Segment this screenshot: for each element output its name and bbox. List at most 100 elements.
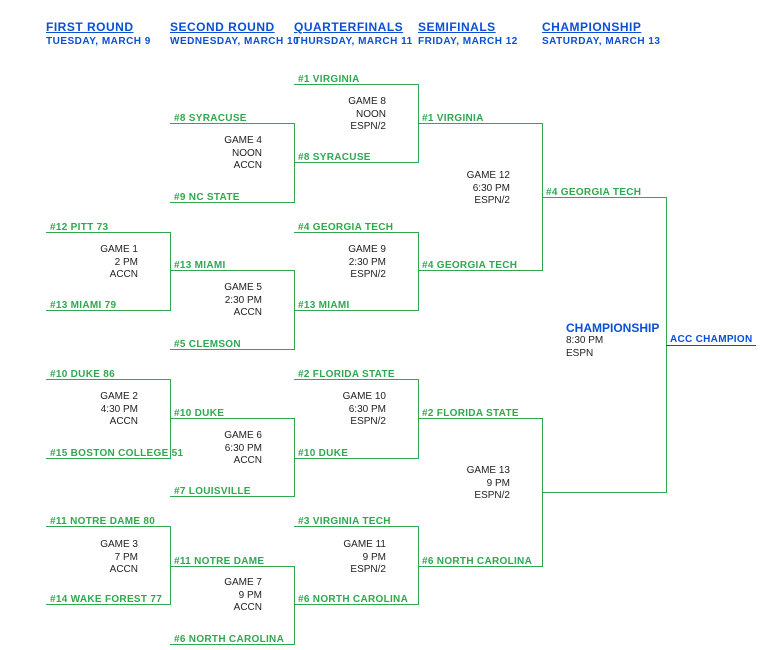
- game-number: GAME 12: [467, 170, 510, 183]
- round-name: CHAMPIONSHIP: [542, 20, 660, 34]
- bracket-line: [294, 310, 418, 311]
- game-network: ACCN: [100, 269, 138, 282]
- game-number: GAME 4: [224, 135, 262, 148]
- game-time: 9 PM: [343, 552, 386, 565]
- game-number: GAME 8: [348, 96, 386, 109]
- bracket-line: [46, 526, 170, 527]
- bracket-line: [170, 232, 171, 311]
- game-info: GAME 139 PMESPN/2: [467, 465, 510, 503]
- game-network: ESPN/2: [467, 490, 510, 503]
- round-header: CHAMPIONSHIP SATURDAY, MARCH 13: [542, 20, 660, 47]
- game-time: 7 PM: [100, 552, 138, 565]
- game-time: NOON: [224, 148, 262, 161]
- bracket-line: [170, 566, 294, 567]
- game-number: GAME 11: [343, 539, 386, 552]
- championship-network: ESPN: [566, 348, 659, 361]
- game-network: ESPN/2: [343, 564, 386, 577]
- round-header: SECOND ROUND WEDNESDAY, MARCH 10: [170, 20, 299, 47]
- game-info: GAME 66:30 PMACCN: [224, 430, 262, 468]
- bracket-line: [666, 345, 756, 346]
- game-time: 9 PM: [224, 590, 262, 603]
- bracket-line: [170, 349, 294, 350]
- bracket-line: [294, 123, 295, 203]
- game-info: GAME 106:30 PMESPN/2: [343, 391, 386, 429]
- bracket-container: FIRST ROUND TUESDAY, MARCH 9 SECOND ROUND W…: [0, 0, 765, 650]
- bracket-line: [294, 84, 418, 85]
- game-network: ESPN/2: [348, 121, 386, 134]
- bracket-line: [418, 418, 542, 419]
- game-time: 4:30 PM: [100, 404, 138, 417]
- round-name: SEMIFINALS: [418, 20, 518, 34]
- round-name: QUARTERFINALS: [294, 20, 413, 34]
- game-number: GAME 2: [100, 391, 138, 404]
- game-network: ACCN: [100, 564, 138, 577]
- bracket-line: [294, 458, 418, 459]
- bracket-line: [46, 310, 170, 311]
- game-info: GAME 126:30 PMESPN/2: [467, 170, 510, 208]
- bracket-line: [418, 379, 419, 459]
- game-time: 2:30 PM: [224, 295, 262, 308]
- bracket-line: [542, 492, 666, 493]
- bracket-line: [46, 458, 170, 459]
- round-date: TUESDAY, MARCH 9: [46, 36, 151, 47]
- game-network: ACCN: [100, 416, 138, 429]
- round-date: FRIDAY, MARCH 12: [418, 36, 518, 47]
- game-number: GAME 13: [467, 465, 510, 478]
- game-time: NOON: [348, 109, 386, 122]
- game-network: ESPN/2: [467, 195, 510, 208]
- game-info: GAME 24:30 PMACCN: [100, 391, 138, 429]
- bracket-line: [46, 232, 170, 233]
- game-info: GAME 119 PMESPN/2: [343, 539, 386, 577]
- game-network: ACCN: [224, 307, 262, 320]
- bracket-line: [170, 644, 294, 645]
- game-info: GAME 52:30 PMACCN: [224, 282, 262, 320]
- bracket-line: [170, 496, 294, 497]
- championship-time: 8:30 PM: [566, 335, 659, 348]
- game-network: ACCN: [224, 455, 262, 468]
- bracket-line: [170, 202, 294, 203]
- round-name: FIRST ROUND: [46, 20, 151, 34]
- bracket-line: [46, 604, 170, 605]
- bracket-line: [294, 566, 295, 645]
- bracket-line: [542, 197, 666, 198]
- bracket-line: [418, 270, 542, 271]
- round-header: QUARTERFINALS THURSDAY, MARCH 11: [294, 20, 413, 47]
- game-network: ACCN: [224, 602, 262, 615]
- game-time: 2 PM: [100, 257, 138, 270]
- bracket-line: [294, 232, 418, 233]
- game-number: GAME 7: [224, 577, 262, 590]
- game-number: GAME 9: [348, 244, 386, 257]
- team-label: ACC CHAMPION: [670, 334, 753, 345]
- game-network: ESPN/2: [343, 416, 386, 429]
- game-info: GAME 37 PMACCN: [100, 539, 138, 577]
- game-number: GAME 5: [224, 282, 262, 295]
- bracket-line: [46, 379, 170, 380]
- game-info: GAME 4NOONACCN: [224, 135, 262, 173]
- game-network: ACCN: [224, 160, 262, 173]
- game-info: GAME 79 PMACCN: [224, 577, 262, 615]
- game-time: 6:30 PM: [224, 443, 262, 456]
- bracket-line: [170, 270, 294, 271]
- round-date: THURSDAY, MARCH 11: [294, 36, 413, 47]
- game-info: GAME 8NOONESPN/2: [348, 96, 386, 134]
- bracket-line: [170, 379, 171, 459]
- round-name: SECOND ROUND: [170, 20, 299, 34]
- bracket-line: [418, 123, 542, 124]
- bracket-line: [294, 162, 418, 163]
- round-date: WEDNESDAY, MARCH 10: [170, 36, 299, 47]
- game-info: GAME 92:30 PMESPN/2: [348, 244, 386, 282]
- game-time: 9 PM: [467, 478, 510, 491]
- bracket-line: [294, 526, 418, 527]
- championship-label: CHAMPIONSHIP8:30 PMESPN: [566, 321, 659, 360]
- game-time: 6:30 PM: [467, 183, 510, 196]
- game-time: 2:30 PM: [348, 257, 386, 270]
- game-network: ESPN/2: [348, 269, 386, 282]
- bracket-line: [170, 123, 294, 124]
- bracket-line: [294, 379, 418, 380]
- game-info: GAME 12 PMACCN: [100, 244, 138, 282]
- bracket-line: [418, 232, 419, 311]
- game-number: GAME 3: [100, 539, 138, 552]
- bracket-line: [294, 604, 418, 605]
- bracket-line: [418, 566, 542, 567]
- round-date: SATURDAY, MARCH 13: [542, 36, 660, 47]
